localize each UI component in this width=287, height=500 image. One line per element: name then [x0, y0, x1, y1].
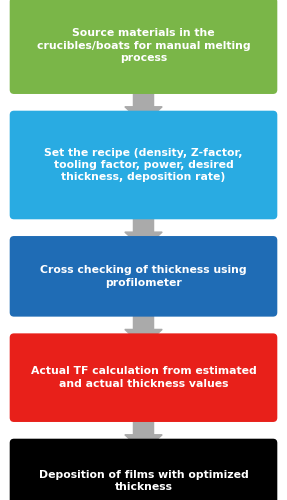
FancyBboxPatch shape	[10, 438, 277, 500]
Text: Set the recipe (density, Z-factor,
tooling factor, power, desired
thickness, dep: Set the recipe (density, Z-factor, tooli…	[44, 148, 243, 182]
Text: Actual TF calculation from estimated
and actual thickness values: Actual TF calculation from estimated and…	[31, 366, 256, 389]
FancyArrow shape	[125, 308, 162, 346]
FancyArrow shape	[125, 86, 162, 124]
Text: Source materials in the
crucibles/boats for manual melting
process: Source materials in the crucibles/boats …	[37, 28, 250, 63]
FancyArrow shape	[125, 414, 162, 452]
Text: Cross checking of thickness using
profilometer: Cross checking of thickness using profil…	[40, 265, 247, 287]
FancyBboxPatch shape	[10, 236, 277, 316]
FancyArrow shape	[125, 211, 162, 249]
FancyBboxPatch shape	[10, 334, 277, 422]
Text: Deposition of films with optimized
thickness: Deposition of films with optimized thick…	[39, 470, 248, 492]
FancyBboxPatch shape	[10, 0, 277, 94]
FancyBboxPatch shape	[10, 110, 277, 220]
